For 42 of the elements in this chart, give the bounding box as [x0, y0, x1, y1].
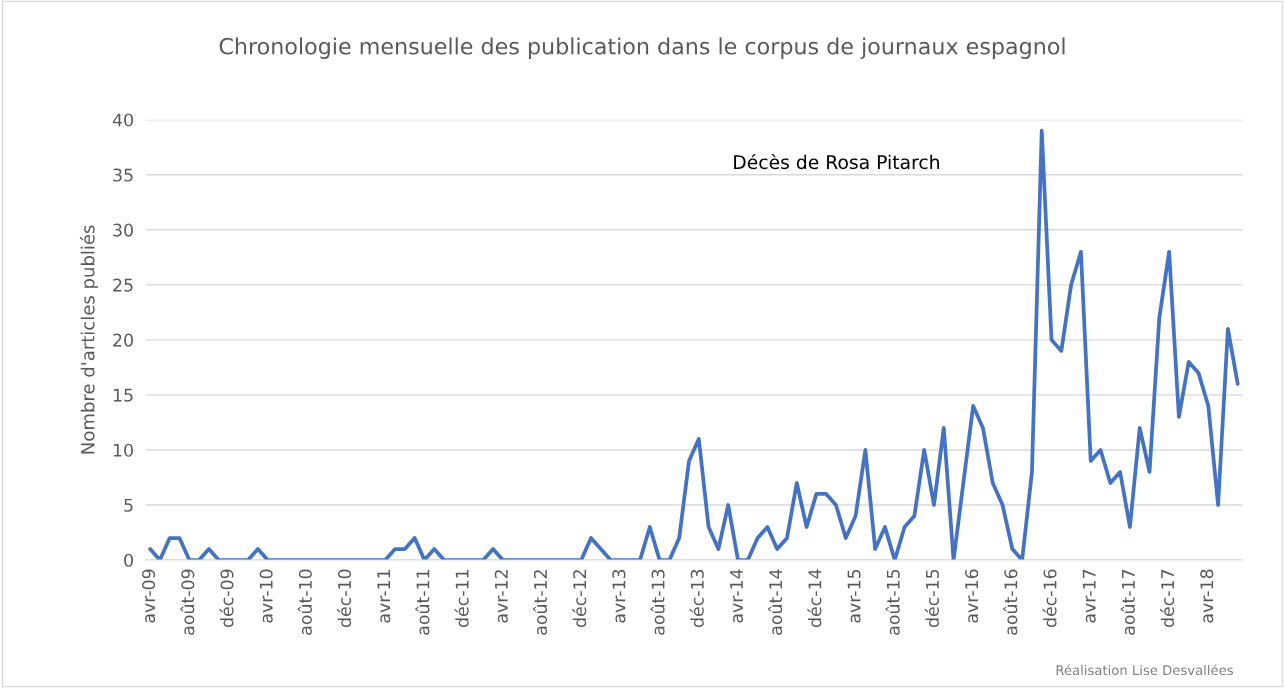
text: Réalisation Lise Desvallées [1056, 664, 1233, 676]
x-tick-label: août-15 [885, 569, 900, 635]
y-tick-label: 35 [113, 168, 133, 182]
y-tick-label: 5 [124, 498, 133, 512]
x-tick-label: avr-12 [494, 570, 508, 623]
line-series [148, 128, 1240, 561]
y-tick-label: 10 [113, 443, 133, 457]
x-tick-label: août-11 [415, 569, 430, 635]
x-tick-label: avr-10 [259, 569, 273, 623]
x-tick-label: avr-16 [965, 569, 979, 623]
x-tick-label: avr-17 [1082, 569, 1096, 623]
x-tick-label: août-13 [650, 569, 665, 635]
x-tick-label: déc-16 [1042, 569, 1057, 628]
x-tick-label: déc-13 [689, 569, 704, 628]
x-tick-label: déc-10 [336, 569, 352, 628]
x-tick-label: avr-18 [1200, 569, 1214, 623]
y-tick-label: 15 [113, 388, 133, 402]
x-tick-label: août-16 [1003, 569, 1018, 635]
x-tick-label: avr-11 [377, 569, 391, 623]
y-tick-label: 40 [112, 113, 133, 127]
x-tick-label: août-14 [768, 569, 783, 635]
x-tick-label: déc-11 [454, 569, 469, 628]
x-tick-label: déc-15 [924, 569, 939, 628]
x-tick-label: avr-15 [847, 569, 861, 623]
x-tick-label: août-10 [297, 569, 312, 635]
x-tick-label: avr-09 [142, 569, 156, 623]
x-tick-label: déc-12 [572, 570, 587, 628]
chart-title: Chronologie mensuelle des publication dans le corpus de journaux espagnol [219, 37, 1065, 59]
y-axis-title: Nombre d'articles publiés [79, 225, 99, 454]
x-tick-label: déc-09 [219, 569, 234, 628]
y-tick-label: 0 [124, 553, 133, 567]
x-tick-label: août-09 [180, 569, 195, 635]
y-tick-label: 30 [113, 223, 133, 237]
y-tick-label: 25 [113, 278, 133, 292]
x-tick-label: avr-14 [730, 569, 744, 623]
y-tick-label: 20 [113, 333, 133, 347]
x-tick-label: déc-17 [1160, 569, 1175, 628]
x-tick-label: août-17 [1120, 569, 1135, 635]
x-tick-label: avr-13 [612, 569, 626, 623]
x-tick-label: août-12 [532, 570, 548, 635]
annotation: Décès de Rosa Pitarch [734, 153, 939, 170]
x-tick-label: déc-14 [807, 569, 822, 628]
